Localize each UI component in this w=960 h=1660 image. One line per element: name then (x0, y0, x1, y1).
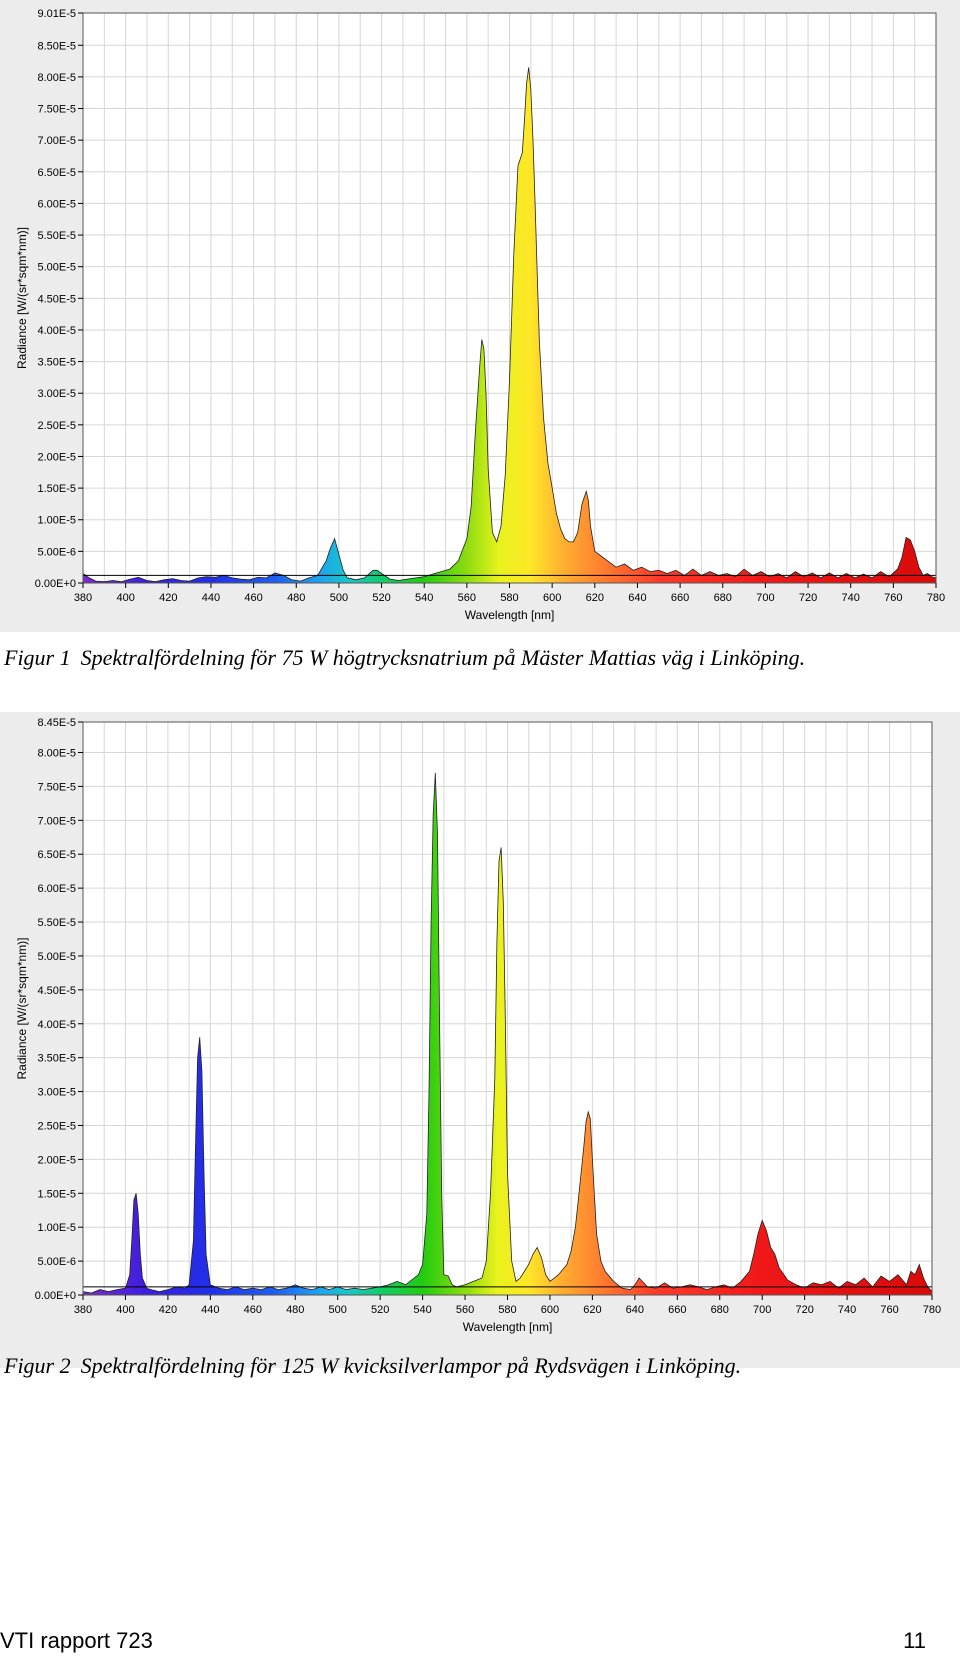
chart-1-x-tick-label: 480 (287, 592, 305, 604)
chart-1-x-tick-label: 640 (628, 592, 646, 604)
chart-1-spectrum-area (82, 67, 937, 584)
report-footer: VTI rapport 723 (0, 1628, 153, 1653)
chart-2-y-axis-title: Radiance [W/(sr*sqm*nm)] (15, 937, 29, 1079)
chart-2-spectrum-area (82, 772, 933, 1296)
chart-2-gridlines (82, 721, 933, 1296)
chart-1-x-tick-label: 760 (884, 592, 902, 604)
chart-2-x-tick-label: 740 (838, 1304, 856, 1316)
chart-1-x-tick-label: 560 (458, 592, 476, 604)
chart-2-y-tick-label: 5.00E-5 (37, 951, 76, 963)
chart-1-y-tick-label: 1.00E-5 (37, 515, 76, 527)
chart-1-x-tick-label: 580 (500, 592, 518, 604)
chart-1-x-tick-label: 700 (756, 592, 774, 604)
chart-1-y-tick-label: 8.00E-5 (37, 72, 76, 84)
chart-2-x-tick-label: 760 (880, 1304, 898, 1316)
chart-2-x-tick-label: 580 (498, 1304, 516, 1316)
figure-1-number: Figur 1 (4, 645, 71, 670)
chart-1-y-tick-label: 6.00E-5 (37, 198, 76, 210)
chart-1-x-tick-label: 660 (671, 592, 689, 604)
chart-1-y-tick-label: 5.00E-6 (37, 546, 76, 558)
chart-2-x-tick-label: 700 (753, 1304, 771, 1316)
chart-2-x-tick-label: 620 (583, 1304, 601, 1316)
chart-1-y-tick-label: 3.00E-5 (37, 388, 76, 400)
chart-1-y-tick-label: 6.50E-5 (37, 167, 76, 179)
chart-1-x-tick-label: 500 (330, 592, 348, 604)
chart-1-x-tick-label: 520 (372, 592, 390, 604)
chart-2-x-tick-label: 440 (201, 1304, 219, 1316)
page-number: 11 (903, 1628, 926, 1653)
chart-1-y-tick-label: 4.50E-5 (37, 293, 76, 305)
chart-2-x-tick-label: 460 (244, 1304, 262, 1316)
chart-2-y-tick-label: 7.00E-5 (37, 815, 76, 827)
chart-2-y-tick-label: 3.00E-5 (37, 1087, 76, 1099)
chart-1-y-tick-label: 2.50E-5 (37, 420, 76, 432)
chart-2-x-tick-label: 400 (116, 1304, 134, 1316)
chart-2-x-tick-label: 480 (286, 1304, 304, 1316)
chart-2-y-tick-label: 1.50E-5 (37, 1188, 76, 1200)
chart-2-x-tick-label: 680 (711, 1304, 729, 1316)
chart-2-x-tick-label: 420 (159, 1304, 177, 1316)
chart-2-y-tick-label: 8.00E-5 (37, 748, 76, 760)
chart-2-x-axis-title: Wavelength [nm] (463, 1320, 553, 1334)
chart-1-x-tick-label: 380 (74, 592, 92, 604)
chart-2-y-tick-label: 5.00E-6 (37, 1256, 76, 1268)
chart-2-x-tick-label: 780 (923, 1304, 941, 1316)
chart-2-y-tick-label: 4.50E-5 (37, 985, 76, 997)
spectrum-chart-2: 0.00E+0 5.00E-6 1.00E-5 1.50E-5 2.00E-5 2.50E… (0, 712, 960, 1368)
chart-1-x-tick-label: 780 (927, 592, 945, 604)
chart-2-y-tick-label: 6.50E-5 (37, 849, 76, 861)
figure-2-caption: Figur 2 Spektralfördelning för 125 W kvic… (4, 1351, 954, 1381)
chart-1-y-tick-label: 2.00E-5 (37, 451, 76, 463)
spectrum-chart-2-svg: 0.00E+0 5.00E-6 1.00E-5 1.50E-5 2.00E-5 2.50E… (15, 717, 941, 1334)
chart-1-x-tick-label: 680 (714, 592, 732, 604)
chart-1-y-tick-label: 5.50E-5 (37, 230, 76, 242)
chart-2-y-tick-label: 4.00E-5 (37, 1019, 76, 1031)
chart-1-y-tick-label: 5.00E-5 (37, 262, 76, 274)
chart-2-y-tick-label: 8.45E-5 (37, 717, 76, 729)
chart-1-y-axis-title: Radiance [W/(sr*sqm*nm)] (15, 227, 29, 369)
spectrum-chart-1: 0.00E+0 5.00E-6 1.00E-5 1.50E-5 2.00E-5 2.50E… (0, 0, 960, 632)
chart-2-x-tick-label: 600 (541, 1304, 559, 1316)
chart-1-y-tick-label: 7.00E-5 (37, 135, 76, 147)
chart-2-x-tick-label: 500 (329, 1304, 347, 1316)
chart-1-x-tick-label: 400 (116, 592, 134, 604)
chart-2-y-tick-label: 0.00E+0 (35, 1290, 76, 1302)
chart-1-x-tick-label: 440 (202, 592, 220, 604)
chart-1-y-tick-label: 7.50E-5 (37, 104, 76, 116)
chart-2-x-tick-label: 660 (668, 1304, 686, 1316)
spectrum-chart-1-svg: 0.00E+0 5.00E-6 1.00E-5 1.50E-5 2.00E-5 2.50E… (15, 8, 945, 622)
chart-1-y-tick-label: 8.50E-5 (37, 40, 76, 52)
chart-2-x-tick-label: 720 (795, 1304, 813, 1316)
chart-1-y-tick-label: 1.50E-5 (37, 483, 76, 495)
figure-1-text: Spektralfördelning för 75 W högtrycksnat… (80, 645, 806, 670)
figure-2-number: Figur 2 (4, 1353, 71, 1378)
chart-2-y-tick-label: 2.00E-5 (37, 1154, 76, 1166)
chart-1-x-tick-label: 740 (842, 592, 860, 604)
chart-2-x-tick-label: 380 (74, 1304, 92, 1316)
chart-1-y-tick-label: 3.50E-5 (37, 357, 76, 369)
chart-2-y-tick-label: 6.00E-5 (37, 883, 76, 895)
chart-1-x-tick-label: 600 (543, 592, 561, 604)
chart-2-x-tick-label: 640 (626, 1304, 644, 1316)
chart-1-y-tick-label: 9.01E-5 (37, 8, 76, 20)
chart-2-y-tick-label: 7.50E-5 (37, 781, 76, 793)
chart-2-y-tick-label: 3.50E-5 (37, 1053, 76, 1065)
chart-2-x-tick-label: 520 (371, 1304, 389, 1316)
chart-1-y-tick-label: 0.00E+0 (35, 578, 76, 590)
chart-1-x-tick-label: 620 (586, 592, 604, 604)
figure-2-text: Spektralfördelning för 125 W kvicksilver… (80, 1353, 742, 1378)
chart-2-y-tick-label: 2.50E-5 (37, 1120, 76, 1132)
chart-2-x-tick-label: 540 (413, 1304, 431, 1316)
chart-2-x-tick-label: 560 (456, 1304, 474, 1316)
chart-1-x-tick-label: 420 (159, 592, 177, 604)
chart-1-x-tick-label: 460 (244, 592, 262, 604)
chart-1-y-tick-label: 4.00E-5 (37, 325, 76, 337)
chart-2-y-tick-label: 5.50E-5 (37, 917, 76, 929)
chart-1-x-tick-label: 540 (415, 592, 433, 604)
chart-1-x-axis-title: Wavelength [nm] (465, 608, 555, 622)
chart-1-x-tick-label: 720 (799, 592, 817, 604)
figure-1-caption: Figur 1 Spektralfördelning för 75 W högtr… (4, 643, 954, 673)
chart-2-y-tick-label: 1.00E-5 (37, 1222, 76, 1234)
